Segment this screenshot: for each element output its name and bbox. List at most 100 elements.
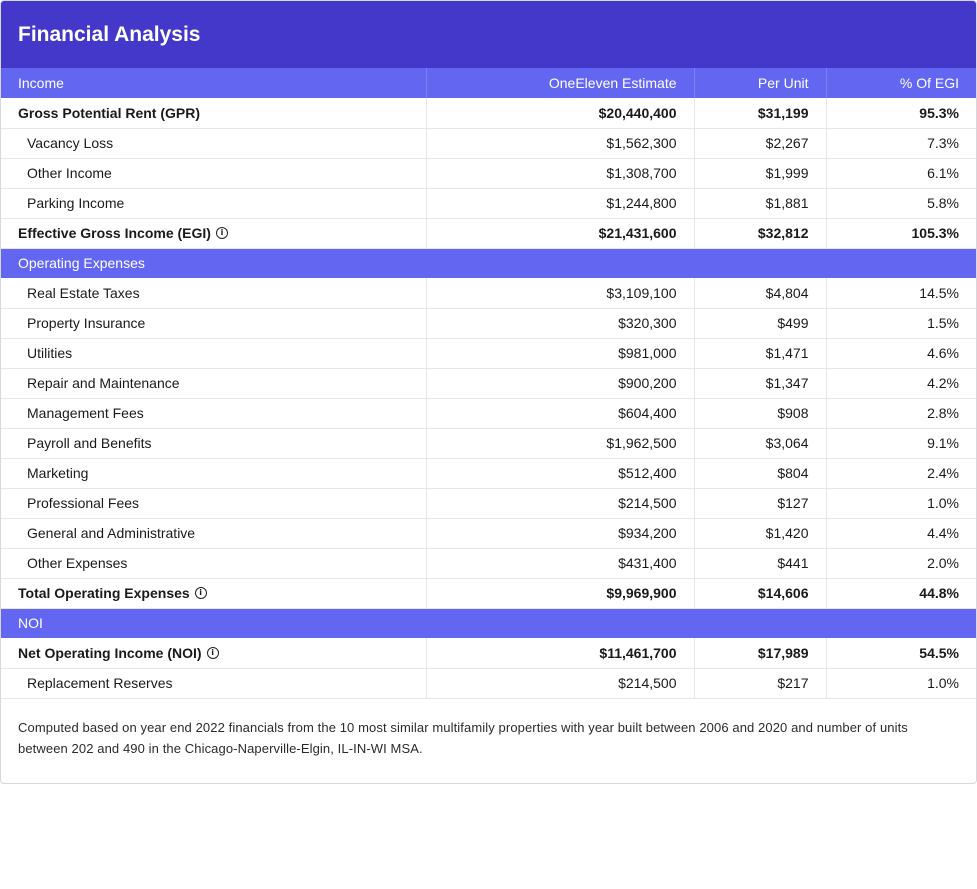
table-row-vacancy-loss: Vacancy Loss $1,562,300 $2,267 7.3% bbox=[1, 128, 976, 159]
row-label: Replacement Reserves bbox=[1, 668, 426, 699]
financial-analysis-card: Financial Analysis Income OneEleven Esti… bbox=[0, 0, 977, 784]
row-per-unit: $31,199 bbox=[693, 98, 826, 129]
column-header-estimate: OneEleven Estimate bbox=[425, 68, 694, 98]
row-per-unit: $2,267 bbox=[693, 128, 826, 159]
row-estimate: $20,440,400 bbox=[425, 98, 694, 129]
row-label: Parking Income bbox=[1, 188, 426, 219]
row-label: Payroll and Benefits bbox=[1, 428, 426, 459]
row-pct: 4.4% bbox=[825, 518, 976, 549]
row-per-unit: $499 bbox=[693, 308, 826, 339]
table-row-property-insurance: Property Insurance $320,300 $499 1.5% bbox=[1, 308, 976, 339]
row-per-unit: $17,989 bbox=[693, 638, 826, 669]
table-row-total-operating-expenses: Total Operating Expenses i $9,969,900 $14… bbox=[1, 578, 976, 609]
row-per-unit: $1,881 bbox=[693, 188, 826, 219]
row-label-cell: Total Operating Expenses i bbox=[1, 578, 426, 609]
row-estimate: $214,500 bbox=[425, 488, 694, 519]
info-circle-icon[interactable]: i bbox=[206, 647, 219, 660]
row-label: Professional Fees bbox=[1, 488, 426, 519]
row-pct: 2.8% bbox=[825, 398, 976, 429]
row-estimate: $512,400 bbox=[425, 458, 694, 489]
row-label-cell: Effective Gross Income (EGI) i bbox=[1, 218, 426, 249]
row-pct: 2.0% bbox=[825, 548, 976, 579]
table-row-parking-income: Parking Income $1,244,800 $1,881 5.8% bbox=[1, 188, 976, 219]
row-label: Management Fees bbox=[1, 398, 426, 429]
row-pct: 44.8% bbox=[825, 578, 976, 609]
row-pct: 2.4% bbox=[825, 458, 976, 489]
table-row-noi: Net Operating Income (NOI) i $11,461,700 … bbox=[1, 638, 976, 669]
row-label: Gross Potential Rent (GPR) bbox=[1, 98, 426, 129]
section-header-operating-expenses: Operating Expenses bbox=[1, 248, 976, 278]
table-row-real-estate-taxes: Real Estate Taxes $3,109,100 $4,804 14.5… bbox=[1, 278, 976, 309]
table-row-egi: Effective Gross Income (EGI) i $21,431,60… bbox=[1, 218, 976, 249]
row-label: Net Operating Income (NOI) bbox=[18, 644, 202, 661]
row-estimate: $431,400 bbox=[425, 548, 694, 579]
row-label: General and Administrative bbox=[1, 518, 426, 549]
row-label: Utilities bbox=[1, 338, 426, 369]
table-row-other-income: Other Income $1,308,700 $1,999 6.1% bbox=[1, 158, 976, 189]
row-label: Real Estate Taxes bbox=[1, 278, 426, 309]
table-row-general-administrative: General and Administrative $934,200 $1,4… bbox=[1, 518, 976, 549]
row-estimate: $11,461,700 bbox=[425, 638, 694, 669]
row-per-unit: $441 bbox=[693, 548, 826, 579]
row-pct: 4.6% bbox=[825, 338, 976, 369]
table-row-payroll-benefits: Payroll and Benefits $1,962,500 $3,064 9… bbox=[1, 428, 976, 459]
row-per-unit: $3,064 bbox=[693, 428, 826, 459]
row-estimate: $1,308,700 bbox=[425, 158, 694, 189]
row-pct: 1.0% bbox=[825, 488, 976, 519]
info-circle-icon[interactable]: i bbox=[194, 587, 207, 600]
table-row-replacement-reserves: Replacement Reserves $214,500 $217 1.0% bbox=[1, 668, 976, 699]
row-pct: 1.0% bbox=[825, 668, 976, 699]
row-estimate: $1,562,300 bbox=[425, 128, 694, 159]
row-estimate: $214,500 bbox=[425, 668, 694, 699]
row-label-cell: Net Operating Income (NOI) i bbox=[1, 638, 426, 669]
row-estimate: $320,300 bbox=[425, 308, 694, 339]
card-header: Financial Analysis bbox=[1, 1, 976, 68]
row-label: Vacancy Loss bbox=[1, 128, 426, 159]
row-pct: 6.1% bbox=[825, 158, 976, 189]
row-label: Marketing bbox=[1, 458, 426, 489]
financial-table: Income OneEleven Estimate Per Unit % Of … bbox=[1, 68, 976, 699]
row-per-unit: $1,999 bbox=[693, 158, 826, 189]
table-row-utilities: Utilities $981,000 $1,471 4.6% bbox=[1, 338, 976, 369]
column-header-income: Income bbox=[1, 68, 426, 98]
row-per-unit: $32,812 bbox=[693, 218, 826, 249]
row-estimate: $1,962,500 bbox=[425, 428, 694, 459]
row-label: Property Insurance bbox=[1, 308, 426, 339]
row-estimate: $21,431,600 bbox=[425, 218, 694, 249]
row-estimate: $934,200 bbox=[425, 518, 694, 549]
row-per-unit: $804 bbox=[693, 458, 826, 489]
column-header-per-unit: Per Unit bbox=[693, 68, 826, 98]
table-row-management-fees: Management Fees $604,400 $908 2.8% bbox=[1, 398, 976, 429]
card-title: Financial Analysis bbox=[18, 22, 201, 46]
section-label: Operating Expenses bbox=[1, 248, 976, 278]
row-estimate: $9,969,900 bbox=[425, 578, 694, 609]
row-estimate: $604,400 bbox=[425, 398, 694, 429]
row-per-unit: $1,471 bbox=[693, 338, 826, 369]
row-label: Total Operating Expenses bbox=[18, 585, 190, 601]
row-pct: 95.3% bbox=[825, 98, 976, 129]
table-row-other-expenses: Other Expenses $431,400 $441 2.0% bbox=[1, 548, 976, 579]
row-label: Repair and Maintenance bbox=[1, 368, 426, 399]
row-per-unit: $1,420 bbox=[693, 518, 826, 549]
row-estimate: $981,000 bbox=[425, 338, 694, 369]
row-per-unit: $908 bbox=[693, 398, 826, 429]
row-per-unit: $14,606 bbox=[693, 578, 826, 609]
row-estimate: $1,244,800 bbox=[425, 188, 694, 219]
footnote: Computed based on year end 2022 financia… bbox=[18, 719, 908, 757]
section-header-noi: NOI bbox=[1, 608, 976, 638]
row-pct: 54.5% bbox=[825, 638, 976, 669]
row-pct: 14.5% bbox=[825, 278, 976, 309]
row-pct: 5.8% bbox=[825, 188, 976, 219]
row-per-unit: $127 bbox=[693, 488, 826, 519]
row-label: Effective Gross Income (EGI) bbox=[18, 225, 211, 241]
row-per-unit: $1,347 bbox=[693, 368, 826, 399]
row-estimate: $900,200 bbox=[425, 368, 694, 399]
table-header-row: Income OneEleven Estimate Per Unit % Of … bbox=[1, 68, 976, 98]
row-pct: 4.2% bbox=[825, 368, 976, 399]
info-circle-icon[interactable]: i bbox=[215, 227, 228, 240]
row-pct: 9.1% bbox=[825, 428, 976, 459]
row-per-unit: $217 bbox=[693, 668, 826, 699]
row-label: Other Income bbox=[1, 158, 426, 189]
row-pct: 105.3% bbox=[825, 218, 976, 249]
row-label: Other Expenses bbox=[1, 548, 426, 579]
